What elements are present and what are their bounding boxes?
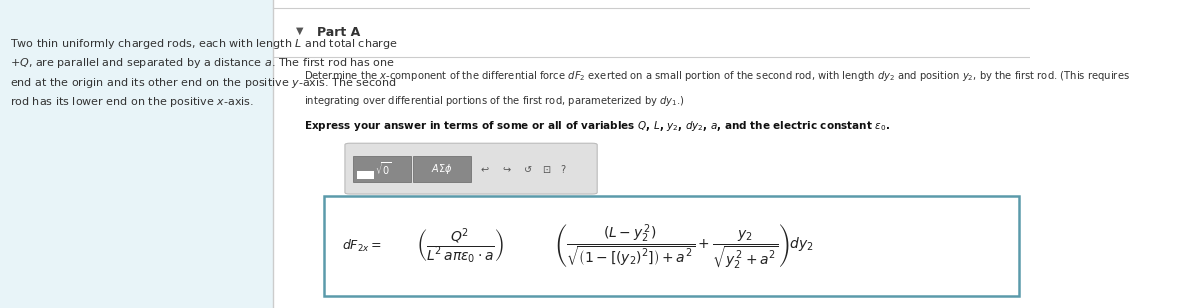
FancyBboxPatch shape [358, 171, 373, 179]
Text: $\left(\dfrac{(L-y_2^{\,2})}{\sqrt{\left(1-\left[(y_2)^2\right]\right)+a^2}}+\df: $\left(\dfrac{(L-y_2^{\,2})}{\sqrt{\left… [554, 222, 814, 271]
Text: ▼: ▼ [295, 26, 304, 36]
Text: $dF_{2x} =$: $dF_{2x} =$ [342, 238, 382, 254]
Text: Express your answer in terms of some or all of variables $Q$, $L$, $y_2$, $dy_2$: Express your answer in terms of some or … [304, 119, 890, 132]
FancyBboxPatch shape [344, 143, 598, 194]
Text: integrating over differential portions of the first rod, parameterized by $dy_1$: integrating over differential portions o… [304, 94, 685, 108]
FancyBboxPatch shape [0, 0, 272, 308]
Text: $A\Sigma\phi$: $A\Sigma\phi$ [431, 162, 452, 176]
FancyBboxPatch shape [353, 156, 410, 182]
Text: $\hookleftarrow$   $\hookrightarrow$   $\circlearrowleft$   $\boxdot$   ?: $\hookleftarrow$ $\hookrightarrow$ $\cir… [479, 163, 566, 175]
FancyBboxPatch shape [324, 196, 1019, 296]
Text: Two thin uniformly charged rods, each with length $L$ and total charge
$+Q$, are: Two thin uniformly charged rods, each wi… [11, 37, 398, 109]
Text: $\sqrt{0}$: $\sqrt{0}$ [374, 161, 391, 177]
FancyBboxPatch shape [413, 156, 470, 182]
Text: Part A: Part A [317, 26, 360, 39]
Text: $\left(\dfrac{Q^2}{L^2\,a\pi\epsilon_0\cdot a}\right)$: $\left(\dfrac{Q^2}{L^2\,a\pi\epsilon_0\c… [416, 226, 504, 266]
Text: Determine the $x$-component of the differential force $dF_2$ exerted on a small : Determine the $x$-component of the diffe… [304, 69, 1129, 83]
